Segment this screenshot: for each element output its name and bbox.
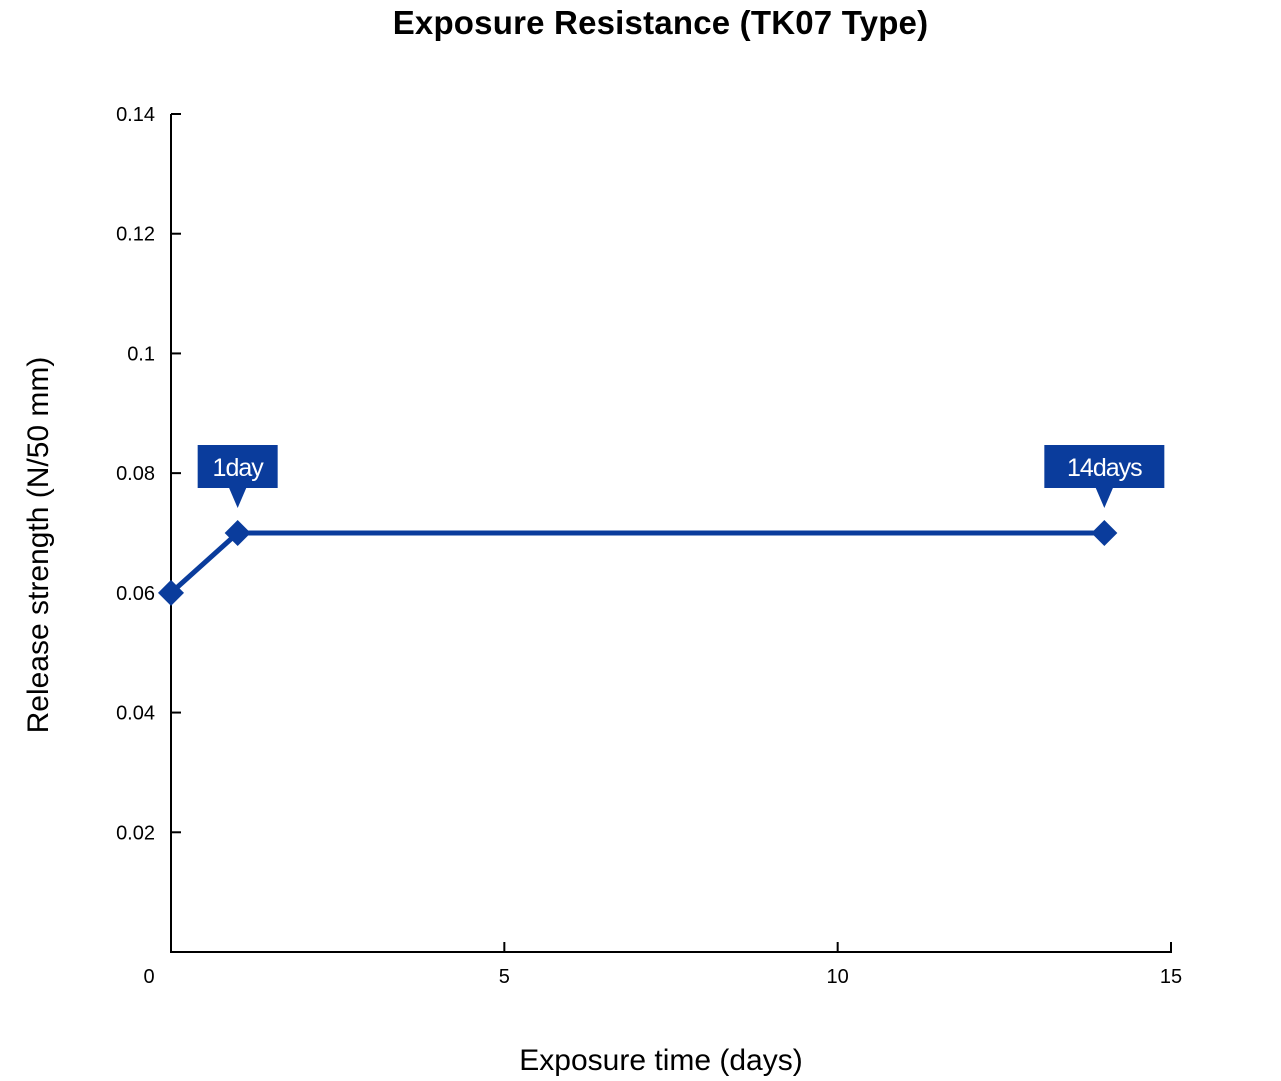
x-tick-label: 10 <box>827 966 849 988</box>
annotation-label: 1day <box>213 454 265 482</box>
y-tick-label: 0.14 <box>116 104 155 126</box>
y-tick-label: 0.1 <box>127 343 155 365</box>
x-tick-label: 15 <box>1160 966 1182 988</box>
y-axis-title: Release strength (N/50 mm) <box>22 357 55 734</box>
y-tick-label: 0.06 <box>116 583 155 605</box>
y-tick-label: 0.08 <box>116 463 155 485</box>
data-point-marker <box>224 520 251 546</box>
series-layer <box>158 520 1118 606</box>
annotation-pointer <box>228 487 247 508</box>
annotations: 1day 14days <box>197 445 1165 508</box>
annotation-box <box>1044 445 1165 488</box>
axes: 0.02 0.04 0.06 0.08 0.1 0.12 0.14 0 5 10 15 <box>116 104 1182 988</box>
data-point-marker <box>1091 520 1118 546</box>
x-tick-label: 0 <box>143 966 154 988</box>
annotation-label: 14days <box>1067 454 1142 482</box>
y-tick-label: 0.02 <box>116 822 155 844</box>
data-point-marker <box>158 579 184 606</box>
y-tick-label: 0.04 <box>116 703 155 725</box>
x-tick-label: 5 <box>499 966 510 988</box>
chart-title: Exposure Resistance (TK07 Type) <box>392 4 929 41</box>
annotation-callout: 14days <box>1044 445 1165 508</box>
annotation-callout: 1day <box>197 445 278 508</box>
series-line <box>169 530 1105 595</box>
annotation-box <box>197 445 278 488</box>
x-axis-title: Exposure time (days) <box>519 1044 802 1077</box>
annotation-pointer <box>1095 487 1114 508</box>
y-tick-label: 0.12 <box>116 224 155 246</box>
